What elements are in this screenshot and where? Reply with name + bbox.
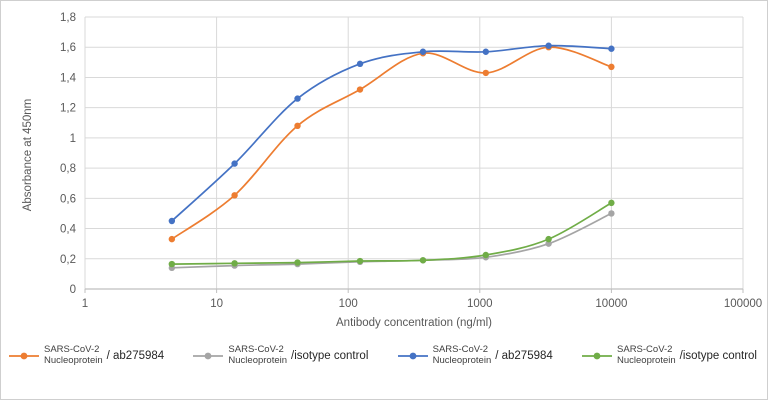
x-tick-label: 100 — [339, 298, 358, 310]
data-point-marker — [231, 192, 238, 199]
data-point-marker — [545, 235, 552, 243]
legend-series-name: SARS-CoV-2 Nucleoprotein — [228, 344, 288, 366]
legend-marker-icon — [193, 352, 224, 360]
plot-area: 0 0,2 0,4 0,6 0,8 1 1,2 1,4 1,6 1,8 1 10 100 1000 1000… — [60, 12, 762, 310]
data-point-marker — [294, 95, 301, 102]
series-line — [170, 44, 613, 222]
legend-series-name: SARS-CoV-2 Nucleoprotein — [617, 344, 676, 366]
y-tick-label: 0,8 — [60, 163, 76, 175]
data-point-marker — [419, 257, 427, 264]
data-point-marker — [356, 60, 364, 68]
x-tick-label: 100000 — [724, 298, 762, 310]
y-tick-label: 0 — [70, 284, 76, 296]
data-point-marker — [545, 42, 552, 49]
data-point-marker — [482, 251, 490, 259]
data-point-marker — [168, 217, 176, 225]
data-point-marker — [419, 48, 427, 55]
data-point-marker — [482, 48, 490, 55]
legend-marker-icon — [582, 352, 613, 360]
legend: SARS-CoV-2 Nucleoprotein / ab275984 SARS-Co… — [1, 344, 767, 367]
data-point-marker — [356, 257, 364, 265]
data-point-marker — [608, 210, 615, 217]
legend-item: SARS-CoV-2 Nucleoprotein/isotype control — [193, 344, 369, 367]
legend-series-name: SARS-CoV-2 Nucleoprotein — [432, 344, 492, 366]
data-point-marker — [231, 260, 238, 267]
data-point-marker — [294, 122, 301, 129]
legend-marker-icon — [397, 352, 428, 360]
x-axis-title: Antibody concentration (ng/ml) — [336, 317, 492, 329]
data-point-marker — [608, 63, 615, 71]
legend-series-suffix: / ab275984 — [495, 349, 553, 362]
legend-series-name: SARS-CoV-2 Nucleoprotein — [44, 344, 103, 366]
data-point-marker — [482, 69, 490, 77]
y-tick-label: 0,4 — [60, 224, 77, 236]
y-tick-label: 1,2 — [60, 103, 76, 115]
x-tick-label: 10 — [210, 298, 223, 310]
data-point-marker — [356, 86, 364, 93]
y-tick-label: 0,6 — [60, 193, 76, 205]
series-line — [170, 202, 613, 265]
legend-series-suffix: / ab275984 — [106, 349, 165, 362]
data-point-marker — [168, 235, 176, 243]
data-point-marker — [545, 240, 552, 247]
legend-series-suffix: /isotype control — [679, 349, 757, 362]
y-tick-label: 1,4 — [60, 72, 77, 84]
data-point-marker — [168, 260, 176, 268]
legend-item: SARS-CoV-2 Nucleoprotein/isotype control — [582, 344, 757, 367]
legend-marker-icon — [9, 352, 39, 360]
legend-item: SARS-CoV-2 Nucleoprotein / ab275984 — [9, 344, 165, 367]
y-tick-label: 1 — [70, 133, 76, 145]
x-tick-label: 1000 — [467, 298, 493, 310]
data-point-marker — [231, 160, 238, 167]
y-tick-label: 1,8 — [60, 12, 76, 24]
y-tick-label: 0,2 — [60, 254, 76, 266]
data-point-marker — [294, 259, 301, 266]
series-line — [170, 46, 613, 240]
legend-item: SARS-CoV-2 Nucleoprotein / ab275984 — [397, 344, 553, 367]
data-point-marker — [608, 45, 615, 52]
x-tick-label: 10000 — [595, 298, 627, 310]
data-point-marker — [608, 199, 615, 207]
y-tick-label: 1,6 — [60, 42, 76, 54]
x-tick-label: 1 — [82, 298, 88, 310]
legend-series-suffix: /isotype control — [291, 349, 369, 362]
